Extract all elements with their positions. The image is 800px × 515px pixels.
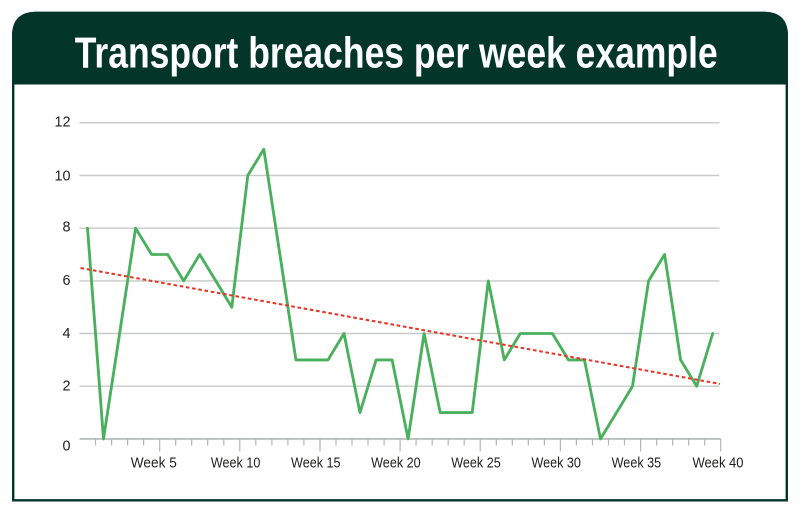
svg-text:4: 4 — [62, 326, 70, 342]
svg-text:Week 10: Week 10 — [211, 456, 261, 472]
svg-text:Week 35: Week 35 — [612, 456, 662, 472]
svg-text:0: 0 — [62, 439, 70, 455]
svg-text:Week 5: Week 5 — [131, 456, 177, 472]
svg-text:6: 6 — [62, 273, 70, 289]
svg-text:Week 25: Week 25 — [451, 456, 501, 472]
svg-text:2: 2 — [62, 379, 70, 395]
svg-text:Transport breaches per week ex: Transport breaches per week example — [75, 30, 718, 78]
svg-text:Week 20: Week 20 — [371, 456, 421, 472]
svg-text:8: 8 — [62, 219, 70, 235]
svg-text:12: 12 — [54, 115, 70, 131]
svg-text:Week 15: Week 15 — [291, 456, 341, 472]
svg-text:Week 30: Week 30 — [531, 456, 581, 472]
svg-text:Week 40: Week 40 — [693, 456, 744, 472]
svg-text:10: 10 — [54, 168, 70, 184]
